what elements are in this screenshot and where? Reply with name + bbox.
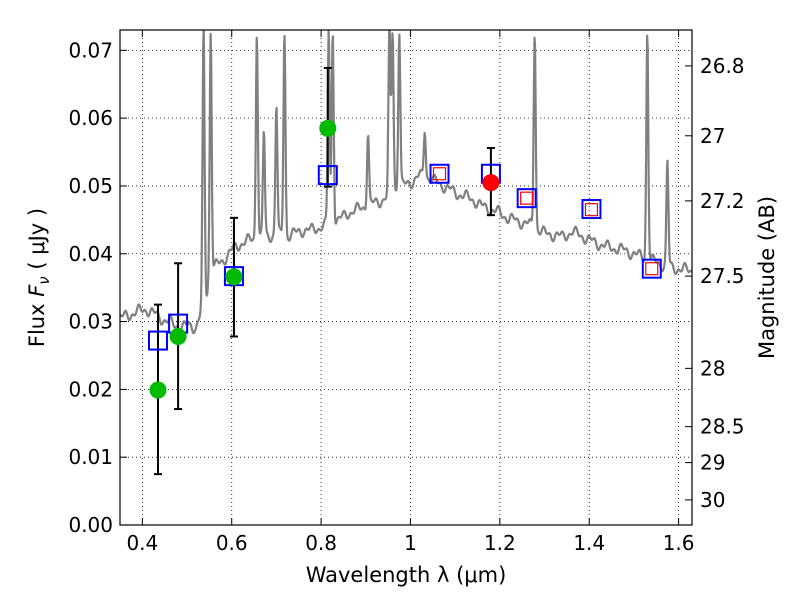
- y-tick-label: 0.05: [68, 174, 113, 198]
- model-photometry-square: [641, 258, 662, 279]
- model-photometry-square: [581, 199, 602, 220]
- observed-photometry-square: [584, 203, 599, 217]
- x-axis-label: Wavelength λ (μm): [306, 563, 507, 587]
- x-tick-label: 1.2: [484, 531, 516, 555]
- observed-photometry-square: [520, 191, 534, 205]
- mag-tick-label: 27: [700, 124, 725, 148]
- observed-optical-circle: [149, 381, 167, 399]
- y-tick-label: 0.04: [68, 242, 113, 266]
- mag-tick-label: 27.2: [700, 189, 745, 213]
- y-tick-label: 0.06: [68, 106, 113, 130]
- model-photometry-square: [516, 188, 537, 209]
- sed-model-line: [120, 30, 692, 335]
- y-tick-label: 0.01: [68, 445, 113, 469]
- mag-tick-label: 28.5: [700, 415, 745, 439]
- plot-area: [120, 30, 692, 476]
- model-photometry-square: [147, 330, 168, 351]
- x-tick-label: 0.4: [126, 531, 158, 555]
- y-axis-label-subscript: ν: [35, 276, 53, 284]
- x-tick-label: 0.6: [216, 531, 248, 555]
- y-tick-label: 0.02: [68, 377, 113, 401]
- mag-tick-label: 30: [700, 488, 725, 512]
- y-axis-label-symbol: F: [25, 284, 49, 297]
- mag-tick-label: 27.5: [700, 264, 745, 288]
- x-tick-label: 1: [404, 531, 417, 555]
- right-axis-label: Magnitude (AB): [755, 196, 779, 359]
- model-photometry-square: [429, 163, 450, 184]
- axis-ticks: [120, 30, 692, 526]
- observed-optical-circle: [319, 119, 337, 137]
- model-photometry-square: [317, 165, 338, 186]
- observed-jband-circle: [482, 174, 500, 192]
- plot-frame: [119, 29, 693, 526]
- mag-tick-label: 28: [700, 356, 725, 380]
- mag-tick-label: 29: [700, 451, 725, 475]
- x-tick-label: 0.8: [305, 531, 337, 555]
- y-tick-label: 0.03: [68, 310, 113, 334]
- x-tick-label: 1.6: [663, 531, 695, 555]
- y-axis-label-suffix: ( μJy ): [25, 208, 49, 276]
- y-axis-label-prefix: Flux: [25, 297, 49, 347]
- y-tick-label: 0.07: [68, 38, 113, 62]
- y-tick-label: 0.00: [68, 513, 113, 537]
- observed-photometry-square: [432, 167, 447, 181]
- observed-optical-circle: [169, 327, 187, 345]
- mag-tick-label: 26.8: [700, 54, 745, 78]
- x-tick-label: 1.4: [573, 531, 605, 555]
- observed-photometry-square: [645, 262, 659, 276]
- observed-optical-circle: [225, 268, 243, 286]
- y-axis-label: Flux Fν ( μJy ): [25, 208, 53, 347]
- axis-tick-labels: 0.4 0.6 0.8 1 1.2 1.4 1.6 0.00 0.01 0.02 0.03 0.04 0…: [68, 38, 744, 555]
